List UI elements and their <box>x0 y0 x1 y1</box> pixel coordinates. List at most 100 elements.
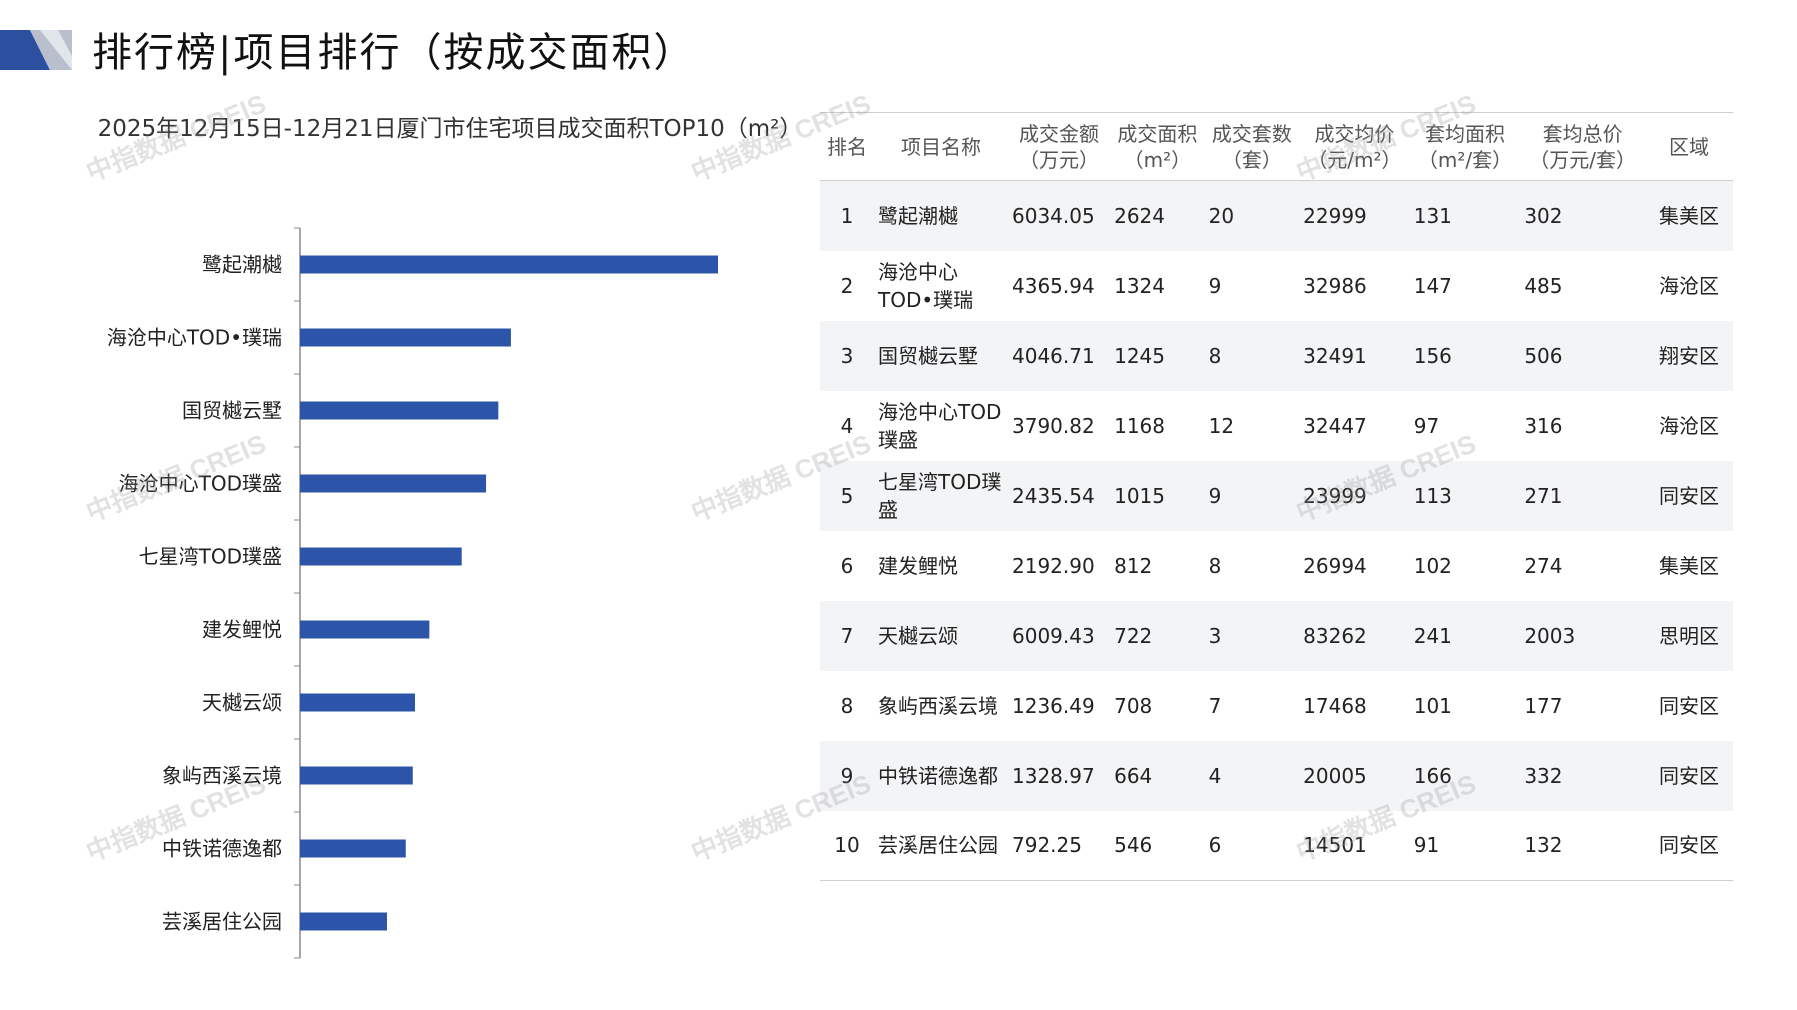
cell-avg-price: 83262 <box>1303 623 1367 648</box>
cell-rank: 4 <box>840 413 854 438</box>
cell-amount: 2192.90 <box>1012 553 1095 578</box>
column-header-label: 成交面积 <box>1117 121 1198 146</box>
table-row: 10 芸溪居住公园 792.25 546 6 14501 91 132 同安区 <box>820 811 1733 881</box>
cell-units: 4 <box>1208 763 1222 788</box>
bar-5 <box>300 547 462 566</box>
bar-8 <box>300 766 413 785</box>
cell-avg-price: 32447 <box>1303 413 1367 438</box>
cell-avg-area: 101 <box>1413 693 1452 718</box>
cell-region: 同安区 <box>1659 833 1719 858</box>
cell-rank: 1 <box>840 203 854 228</box>
cell-amount: 4046.71 <box>1012 343 1095 368</box>
column-header-unit: （元/m²） <box>1307 147 1402 172</box>
cell-amount: 4365.94 <box>1012 273 1095 298</box>
cell-avg-area: 91 <box>1413 833 1440 858</box>
table-row: 2 海沧中心TOD•璞瑞 4365.94 1324 9 32986 147 485 海沧区 <box>820 251 1733 321</box>
category-label: 天樾云颂 <box>202 691 282 715</box>
table-row: 4 海沧中心TOD璞盛 3790.82 1168 12 32447 97 316 海沧区 <box>820 391 1733 461</box>
cell-name: 建发鲤悦 <box>878 553 958 578</box>
category-label: 鹭起潮樾 <box>202 253 282 277</box>
cell-amount: 1236.49 <box>1012 693 1095 718</box>
category-label: 中铁诺德逸都 <box>162 837 282 861</box>
category-label: 海沧中心TOD•璞瑞 <box>107 326 282 350</box>
column-header-unit: （万元/套） <box>1529 147 1637 172</box>
cell-amount: 2435.54 <box>1012 483 1095 508</box>
column-header: 成交面积 （m²） <box>1110 113 1205 181</box>
cell-avg-price: 26994 <box>1303 553 1367 578</box>
cell-area: 664 <box>1114 763 1153 788</box>
cell-area: 722 <box>1114 623 1153 648</box>
cell-avg-area: 156 <box>1413 343 1452 368</box>
cell-area: 708 <box>1114 693 1153 718</box>
cell-units: 8 <box>1208 343 1222 368</box>
bar-10 <box>300 912 387 931</box>
cell-region: 海沧区 <box>1659 413 1719 438</box>
cell-units: 9 <box>1208 273 1222 298</box>
bar-1 <box>300 255 718 274</box>
page-title: 排行榜|项目排行（按成交面积） <box>92 30 696 76</box>
cell-avg-total: 316 <box>1524 413 1563 438</box>
cell-avg-total: 271 <box>1524 483 1563 508</box>
column-header: 套均面积 （m²/套） <box>1410 113 1521 181</box>
cell-units: 12 <box>1208 413 1235 438</box>
column-header: 排名 <box>820 113 874 181</box>
bar-6 <box>300 620 430 639</box>
column-header-label: 排名 <box>827 134 867 159</box>
cell-rank: 2 <box>840 273 854 298</box>
cell-avg-price: 20005 <box>1303 763 1367 788</box>
cell-rank: 6 <box>840 553 854 578</box>
cell-region: 思明区 <box>1659 623 1719 648</box>
cell-name: 芸溪居住公园 <box>878 833 998 858</box>
cell-avg-area: 166 <box>1413 763 1452 788</box>
cell-rank: 3 <box>840 343 854 368</box>
table-row: 3 国贸樾云墅 4046.71 1245 8 32491 156 506 翔安区 <box>820 320 1733 391</box>
cell-region: 同安区 <box>1659 763 1719 788</box>
column-header: 成交套数 （套） <box>1205 113 1300 181</box>
cell-avg-total: 302 <box>1524 203 1563 228</box>
cell-avg-total: 485 <box>1524 273 1563 298</box>
cell-units: 7 <box>1208 693 1222 718</box>
column-header-unit: （套） <box>1221 147 1282 172</box>
cell-avg-total: 274 <box>1524 553 1563 578</box>
cell-region: 同安区 <box>1659 693 1719 718</box>
cell-region: 集美区 <box>1659 553 1719 578</box>
cell-units: 8 <box>1208 553 1222 578</box>
column-header: 项目名称 <box>874 113 1008 181</box>
bar-4 <box>300 474 487 493</box>
cell-avg-price: 22999 <box>1303 203 1367 228</box>
cell-avg-price: 32986 <box>1303 273 1367 298</box>
table-row: 8 象屿西溪云境 1236.49 708 7 17468 101 177 同安区 <box>820 671 1733 741</box>
column-header: 成交均价 （元/m²） <box>1299 113 1410 181</box>
bar-3 <box>300 401 499 420</box>
category-label: 芸溪居住公园 <box>162 910 282 934</box>
cell-name: 海沧中心TOD璞盛 <box>878 399 1002 452</box>
cell-avg-area: 113 <box>1413 483 1452 508</box>
cell-units: 20 <box>1208 203 1235 228</box>
column-header-label: 成交金额 <box>1019 121 1100 146</box>
cell-avg-total: 177 <box>1524 693 1563 718</box>
cell-avg-area: 102 <box>1413 553 1452 578</box>
cell-avg-area: 147 <box>1413 273 1452 298</box>
cell-units: 6 <box>1208 833 1222 858</box>
cell-region: 海沧区 <box>1659 273 1719 298</box>
table-header-row: 排名 项目名称 成交金额 （万元） 成交面积 （m²） 成交套数 （套） 成交均价 （元/m²）套… <box>820 112 1733 181</box>
cell-rank: 5 <box>840 483 854 508</box>
cell-avg-total: 506 <box>1524 343 1563 368</box>
table-body: 1 鹭起潮樾 6034.05 2624 20 22999 131 302 集美区 2 海沧中心TOD… <box>820 180 1733 881</box>
table-row: 7 天樾云颂 6009.43 722 3 83262 241 2003 思明区 <box>820 600 1733 671</box>
cell-amount: 6034.05 <box>1012 203 1095 228</box>
cell-name: 鹭起潮樾 <box>878 203 958 228</box>
cell-avg-total: 332 <box>1524 763 1563 788</box>
cell-area: 1015 <box>1114 483 1165 508</box>
category-label: 象屿西溪云境 <box>162 764 282 788</box>
column-header-label: 项目名称 <box>901 134 981 159</box>
bar-9 <box>300 839 406 858</box>
column-header: 区域 <box>1645 113 1733 181</box>
column-header-label: 区域 <box>1669 134 1709 159</box>
cell-region: 同安区 <box>1659 483 1719 508</box>
cell-units: 3 <box>1208 623 1222 648</box>
cell-area: 812 <box>1114 553 1153 578</box>
cell-amount: 792.25 <box>1012 833 1082 858</box>
cell-area: 2624 <box>1114 203 1165 228</box>
cell-rank: 7 <box>840 623 854 648</box>
